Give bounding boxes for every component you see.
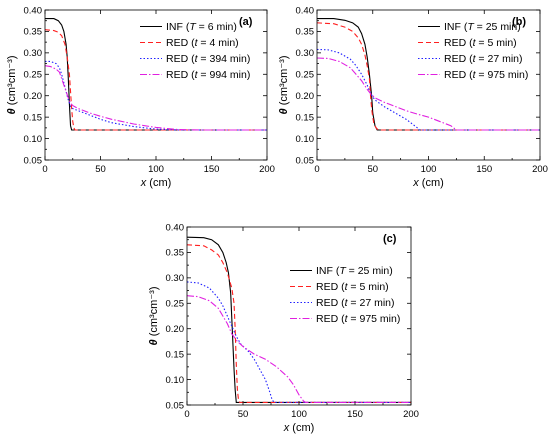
x-tick-label-a-2: 100 <box>148 164 164 175</box>
series-line-b-3 <box>317 57 540 131</box>
y-tick-label-c-3: 0.20 <box>166 324 185 335</box>
legend-entry-c-3: RED (t = 975 min) <box>316 313 400 325</box>
y-tick-label-c-0: 0.05 <box>166 400 185 411</box>
series-line-a-3 <box>45 65 267 131</box>
x-tick-label-c-4: 200 <box>403 409 419 420</box>
series-line-b-1 <box>317 22 540 131</box>
series-line-a-2 <box>45 60 267 131</box>
y-tick-label-a-4: 0.25 <box>24 70 43 81</box>
series-line-a-1 <box>45 29 267 131</box>
x-tick-label-b-1: 50 <box>367 164 378 175</box>
y-tick-label-c-5: 0.30 <box>166 273 185 284</box>
x-tick-label-b-3: 150 <box>476 164 492 175</box>
series-line-c-3 <box>187 295 411 404</box>
y-tick-label-a-5: 0.30 <box>24 48 43 59</box>
x-tick-label-b-2: 100 <box>421 164 437 175</box>
x-tick-label-c-3: 150 <box>347 409 363 420</box>
y-tick-label-c-2: 0.15 <box>166 349 185 360</box>
y-tick-label-a-2: 0.15 <box>24 112 43 123</box>
legend-entry-c-1: RED (t = 5 min) <box>316 281 389 293</box>
y-tick-label-c-6: 0.35 <box>166 248 185 259</box>
legend-entry-c-0: INF (T = 25 min) <box>316 265 393 277</box>
x-tick-label-c-1: 50 <box>238 409 249 420</box>
legend-c: INF (T = 25 min) RED (t = 5 min) RED (t = … <box>290 265 400 325</box>
legend-entry-a-1: RED (t = 4 min) <box>166 37 239 49</box>
x-tick-label-c-2: 100 <box>291 409 307 420</box>
y-tick-label-a-0: 0.05 <box>24 155 43 166</box>
chart-panel-c: 0 50 100 150 200 0.05 0.10 0.15 0.20 0.25 0.30 0.35… <box>148 222 419 434</box>
y-axis-label-c: θ (cm³cm⁻³) <box>148 287 160 346</box>
panel-label-c: (c) <box>383 233 397 245</box>
legend-entry-b-2: RED (t = 27 min) <box>444 53 523 65</box>
y-tick-label-a-1: 0.10 <box>24 134 43 145</box>
legend-entry-a-3: RED (t = 994 min) <box>166 69 250 81</box>
y-axis-label-b: θ (cm³cm⁻³) <box>278 56 290 115</box>
legend-entry-a-2: RED (t = 394 min) <box>166 53 250 65</box>
legend-entry-a-0: INF (T = 6 min) <box>166 21 237 33</box>
y-tick-label-a-7: 0.40 <box>24 5 43 16</box>
chart-panel-a: 0 50 100 150 200 0.05 0.10 0.15 0.20 0.25 0.30 0.35… <box>6 5 275 189</box>
x-axis-label-a: x (cm) <box>140 177 172 189</box>
x-tick-label-c-0: 0 <box>184 409 189 420</box>
panel-label-a: (a) <box>239 16 253 28</box>
y-tick-label-c-7: 0.40 <box>166 222 185 233</box>
y-tick-label-c-1: 0.10 <box>166 375 185 386</box>
y-tick-label-b-5: 0.30 <box>296 48 315 59</box>
y-tick-label-b-4: 0.25 <box>296 70 315 81</box>
legend-entry-b-3: RED (t = 975 min) <box>444 69 528 81</box>
x-tick-label-a-1: 50 <box>95 164 106 175</box>
x-axis-label-b: x (cm) <box>412 177 444 189</box>
x-tick-label-a-0: 0 <box>42 164 47 175</box>
y-tick-label-b-1: 0.10 <box>296 134 315 145</box>
legend-entry-c-2: RED (t = 27 min) <box>316 297 395 309</box>
y-tick-label-b-6: 0.35 <box>296 27 315 38</box>
y-tick-label-b-2: 0.15 <box>296 112 315 123</box>
legend-a: INF (T = 6 min) RED (t = 4 min) RED (t = 3… <box>140 21 250 81</box>
series-line-c-0 <box>187 236 411 404</box>
y-tick-label-b-3: 0.20 <box>296 91 315 102</box>
x-tick-label-a-4: 200 <box>259 164 275 175</box>
legend-entry-b-0: INF (T = 25 min) <box>444 21 521 33</box>
chart-panel-b: 0 50 100 150 200 0.05 0.10 0.15 0.20 0.25 0.30 0.35… <box>278 5 548 189</box>
y-axis-label-a: θ (cm³cm⁻³) <box>6 56 18 115</box>
legend-entry-b-1: RED (t = 5 min) <box>444 37 517 49</box>
x-axis-label-c: x (cm) <box>283 422 315 434</box>
y-tick-label-a-3: 0.20 <box>24 91 43 102</box>
y-tick-label-b-0: 0.05 <box>296 155 315 166</box>
y-tick-label-b-7: 0.40 <box>296 5 315 16</box>
panel-label-b: (b) <box>512 16 526 28</box>
y-tick-label-a-6: 0.35 <box>24 27 43 38</box>
x-tick-label-b-0: 0 <box>314 164 319 175</box>
legend-b: INF (T = 25 min) RED (t = 5 min) RED (t = … <box>418 21 528 81</box>
y-tick-label-c-4: 0.25 <box>166 299 185 310</box>
series-line-c-1 <box>187 244 411 404</box>
x-tick-label-b-4: 200 <box>532 164 548 175</box>
x-tick-label-a-3: 150 <box>204 164 220 175</box>
